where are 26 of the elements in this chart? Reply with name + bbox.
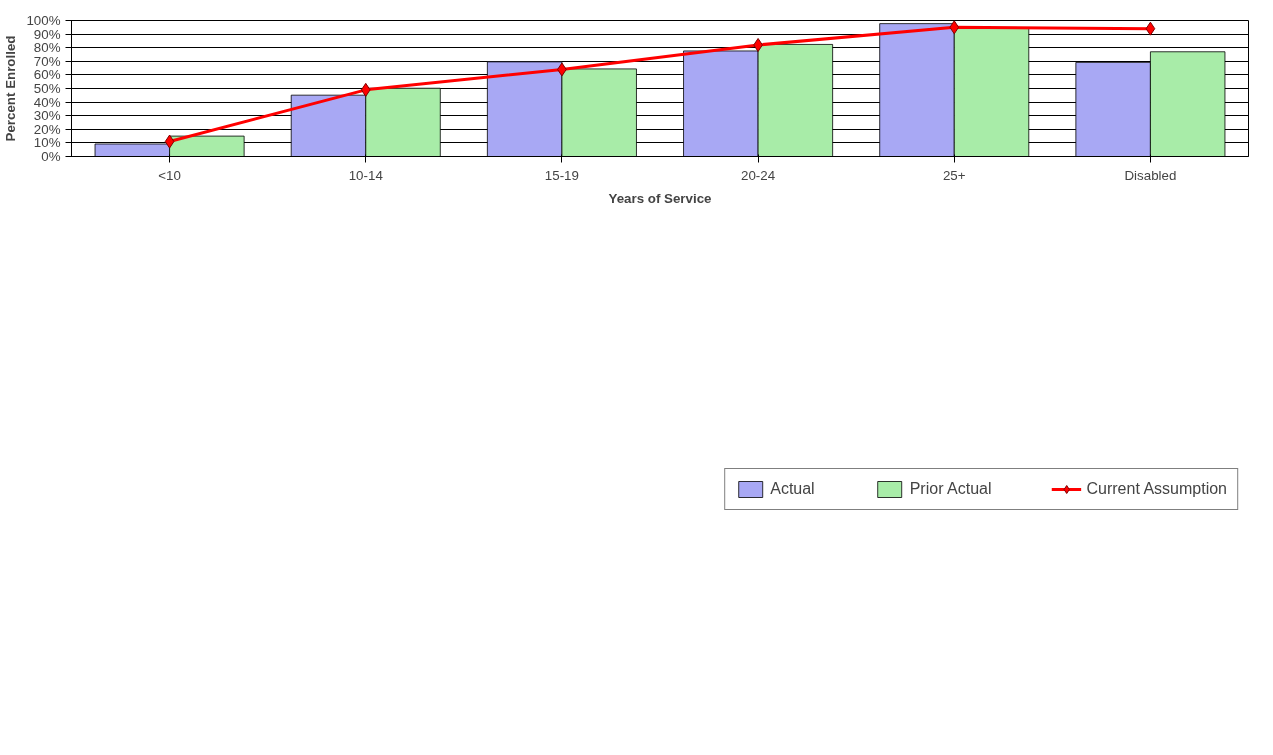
x-tick-label: 25+ xyxy=(942,167,966,183)
y-tick-label: 60% xyxy=(33,67,61,83)
point xyxy=(949,20,960,35)
point xyxy=(164,134,175,149)
legend-label: Current Assumption xyxy=(1086,480,1227,498)
y-tick-label: 20% xyxy=(33,121,61,137)
x-tick-label: <10 xyxy=(158,167,181,183)
y-tick-label: 100% xyxy=(26,13,61,28)
legend-label: Prior Actual xyxy=(909,480,992,498)
y-tick-label: 10% xyxy=(33,135,61,151)
legend-label: Actual xyxy=(770,480,815,498)
x-axis-title: Years of Service xyxy=(608,190,712,206)
y-tick-label: 80% xyxy=(33,40,61,56)
y-tick-label: 30% xyxy=(33,108,61,124)
y-tick-label: 90% xyxy=(33,26,61,42)
x-tick-label: 10-14 xyxy=(348,167,384,183)
x-tick-label: Disabled xyxy=(1124,167,1177,183)
y-tick-label: 0% xyxy=(41,149,61,164)
y-tick-label: 40% xyxy=(33,94,61,110)
y-tick-label: 70% xyxy=(33,53,61,69)
point xyxy=(360,82,371,97)
x-tick-label: 15-19 xyxy=(544,167,579,183)
x-tick-label: 20-24 xyxy=(741,167,776,183)
point xyxy=(1145,21,1156,36)
y-axis-title: Percent Enrolled xyxy=(3,35,19,142)
y-tick-label: 50% xyxy=(33,81,61,96)
